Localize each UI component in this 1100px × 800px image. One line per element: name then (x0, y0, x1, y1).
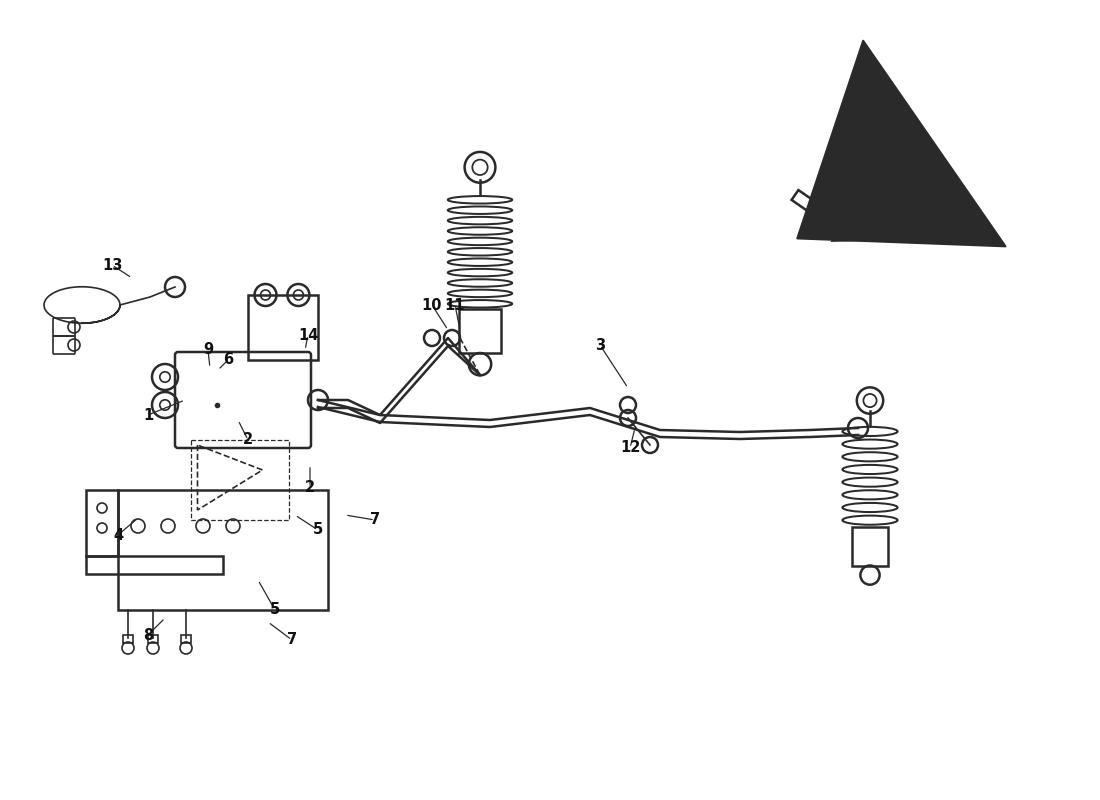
Bar (118, 490, 328, 610)
Text: 14: 14 (298, 327, 318, 342)
Text: 12: 12 (619, 441, 640, 455)
Text: 6: 6 (223, 353, 233, 367)
Text: 5: 5 (270, 602, 280, 618)
Bar (459, 309, 500, 353)
Bar (148, 635, 158, 643)
Bar (852, 526, 888, 566)
Bar (182, 635, 191, 643)
Text: 8: 8 (143, 627, 153, 642)
Text: 13: 13 (102, 258, 122, 273)
Bar (123, 635, 133, 643)
Text: 2: 2 (243, 433, 253, 447)
Bar (191, 440, 288, 520)
Text: 10: 10 (421, 298, 442, 313)
Text: 3: 3 (595, 338, 605, 353)
Text: 9: 9 (202, 342, 213, 358)
Bar (248, 295, 318, 360)
Text: 2: 2 (305, 481, 315, 495)
Text: 4: 4 (113, 527, 123, 542)
Text: 11: 11 (444, 298, 465, 313)
Text: 1: 1 (143, 407, 153, 422)
Text: 7: 7 (287, 633, 297, 647)
Text: 5: 5 (312, 522, 323, 538)
Text: 7: 7 (370, 513, 381, 527)
